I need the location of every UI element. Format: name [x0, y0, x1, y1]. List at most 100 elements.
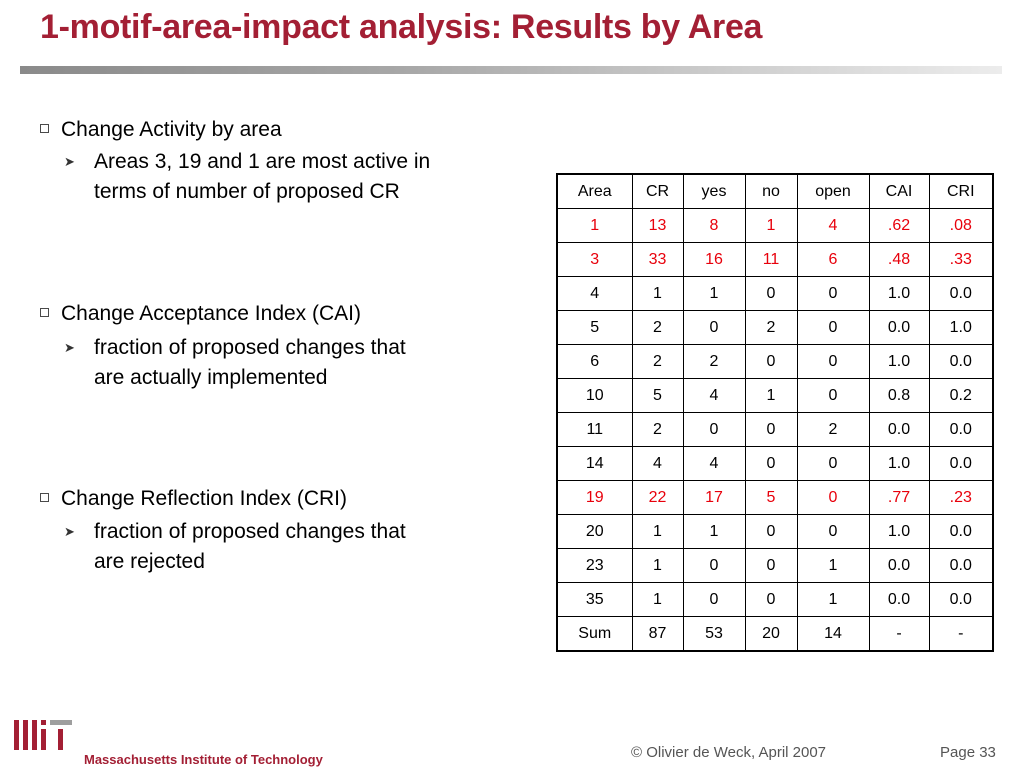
- table-cell: 0.2: [928, 378, 994, 413]
- table-cell: 0.0: [868, 582, 930, 617]
- table-cell: 19: [556, 480, 633, 515]
- table-cell: 0: [796, 276, 870, 311]
- table-cell: 0: [682, 582, 746, 617]
- bullet-text: Change Activity by area: [61, 118, 282, 141]
- copyright-text: © Olivier de Weck, April 2007: [631, 744, 827, 761]
- table-row: 4 1 1 0 0 1.0 0.0: [556, 276, 994, 311]
- sub-bullet: ➤ fraction of proposed changes that are …: [64, 333, 406, 393]
- table-row: 20 1 1 0 0 1.0 0.0: [556, 514, 994, 549]
- table-cell: 5: [631, 378, 684, 413]
- table-row: 5 2 0 2 0 0.0 1.0: [556, 310, 994, 345]
- sub-bullet-line: are actually implemented: [94, 366, 328, 389]
- table-cell: .33: [928, 242, 994, 277]
- table-cell: 0.0: [928, 276, 994, 311]
- table-cell: 4: [556, 276, 633, 311]
- table-cell: .48: [868, 242, 930, 277]
- table-cell: 2: [631, 412, 684, 447]
- table-cell: 1.0: [868, 276, 930, 311]
- table-row: 35 1 0 0 1 0.0 0.0: [556, 582, 994, 617]
- table-cell: 0: [796, 514, 870, 549]
- header-cri: CRI: [928, 173, 994, 209]
- checkbox-bullet-icon: [40, 308, 49, 317]
- table-cell: 14: [556, 446, 633, 481]
- table-cell: 0: [682, 310, 746, 345]
- table-cell: Sum: [556, 616, 633, 652]
- header-cai: CAI: [868, 173, 930, 209]
- table-cell: 0: [796, 446, 870, 481]
- table-cell: 2: [682, 344, 746, 379]
- header-area: Area: [556, 173, 633, 209]
- table-cell: 4: [796, 208, 870, 243]
- page-number: Page 33: [940, 744, 996, 761]
- table-cell: 0: [682, 548, 746, 583]
- table-row: 3 33 16 11 6.48.33: [556, 242, 994, 277]
- table-row: 10 5 4 1 0 0.8 0.2: [556, 378, 994, 413]
- table-cell: 0: [744, 412, 798, 447]
- table-cell: 3: [556, 242, 633, 277]
- table-cell: 1: [631, 582, 684, 617]
- table-cell: 1: [682, 276, 746, 311]
- table-cell: 0.0: [928, 344, 994, 379]
- table-cell: 2: [631, 310, 684, 345]
- table-cell: 17: [682, 480, 746, 515]
- table-row: 23 1 0 0 1 0.0 0.0: [556, 548, 994, 583]
- table-cell: -: [928, 616, 994, 652]
- header-open: open: [796, 173, 870, 209]
- table-cell: 53: [682, 616, 746, 652]
- header-cr: CR: [631, 173, 684, 209]
- sub-bullet-line: fraction of proposed changes that: [94, 520, 406, 543]
- table-cell: 16: [682, 242, 746, 277]
- table-cell: 6: [556, 344, 633, 379]
- table-cell: 1.0: [868, 344, 930, 379]
- table-cell: 0.8: [868, 378, 930, 413]
- table-cell: 0: [796, 378, 870, 413]
- mit-logo: [14, 720, 72, 755]
- table-cell: 8: [682, 208, 746, 243]
- table-cell: 1: [556, 208, 633, 243]
- table-cell: 0: [796, 344, 870, 379]
- arrow-bullet-icon: ➤: [64, 154, 75, 169]
- table-cell: 0: [796, 310, 870, 345]
- table-cell: 4: [682, 378, 746, 413]
- table-cell: 1: [796, 582, 870, 617]
- table-cell: -: [868, 616, 930, 652]
- table-cell: 87: [631, 616, 684, 652]
- table-cell: .77: [868, 480, 930, 515]
- table-cell: 0: [796, 480, 870, 515]
- table-cell: .08: [928, 208, 994, 243]
- table-cell: 1: [744, 208, 798, 243]
- table-cell: 2: [631, 344, 684, 379]
- table-cell: 5: [556, 310, 633, 345]
- sub-bullet-line: Areas 3, 19 and 1 are most active in: [94, 150, 431, 173]
- table-cell: 35: [556, 582, 633, 617]
- table-cell: 0: [744, 446, 798, 481]
- header-yes: yes: [682, 173, 746, 209]
- table-cell: 14: [796, 616, 870, 652]
- table-row: 6 2 2 0 0 1.0 0.0: [556, 344, 994, 379]
- table-row: 14 4 4 0 0 1.0 0.0: [556, 446, 994, 481]
- table-cell: 2: [796, 412, 870, 447]
- table-header-row: Area CR yes no open CAI CRI: [556, 173, 994, 209]
- bullet-text: Change Acceptance Index (CAI): [61, 302, 362, 325]
- table-cell: 13: [631, 208, 684, 243]
- table-cell: 23: [556, 548, 633, 583]
- table-cell: 2: [744, 310, 798, 345]
- sub-bullet-line: terms of number of proposed CR: [94, 180, 400, 203]
- table-cell: 0.0: [928, 582, 994, 617]
- table-cell: 0.0: [928, 548, 994, 583]
- table-cell: 0: [744, 548, 798, 583]
- table-cell: 0.0: [868, 548, 930, 583]
- table-cell: 4: [631, 446, 684, 481]
- table-cell: 5: [744, 480, 798, 515]
- table-cell: 1: [682, 514, 746, 549]
- checkbox-bullet-icon: [40, 124, 49, 133]
- table-cell: 0.0: [928, 446, 994, 481]
- table-row: 1 13 8 1 4.62.08: [556, 208, 994, 243]
- table-cell: 0: [744, 514, 798, 549]
- table-cell: 1.0: [928, 310, 994, 345]
- table-cell: 0.0: [868, 310, 930, 345]
- table-cell: 1: [744, 378, 798, 413]
- mit-logo-icon: [14, 720, 72, 750]
- institution-name: Massachusetts Institute of Technology: [84, 752, 323, 767]
- table-cell: 0.0: [928, 412, 994, 447]
